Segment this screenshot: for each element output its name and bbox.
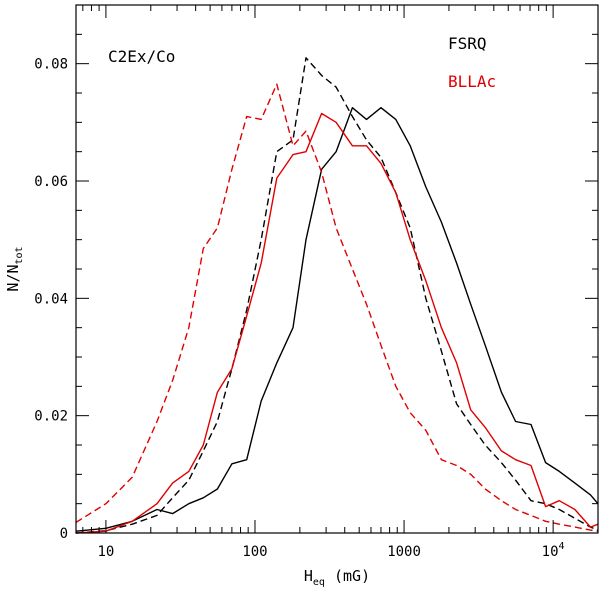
series-layer bbox=[75, 57, 599, 534]
legend-label-fsrq: FSRQ bbox=[448, 34, 487, 53]
series-line-bllac-solid bbox=[75, 112, 599, 534]
x-tick-label: 104 bbox=[542, 541, 565, 560]
series-line-fsrq-solid bbox=[75, 106, 599, 532]
y-tick-label: 0.02 bbox=[34, 409, 68, 425]
tick-layer: 10 100 1000 104 0 0.02 0.04 0.06 0.08 bbox=[34, 5, 598, 560]
plot-frame bbox=[75, 4, 599, 534]
x-tick-label: 100 bbox=[242, 544, 267, 560]
y-tick-label: 0.04 bbox=[34, 291, 68, 307]
y-tick-label: 0.08 bbox=[34, 57, 68, 73]
legend-label-bllac: BLLAc bbox=[448, 72, 496, 91]
x-tick-label: 10 bbox=[97, 544, 114, 560]
y-tick-label: 0.06 bbox=[34, 174, 68, 190]
x-axis-title: Heq (mG) bbox=[304, 567, 370, 588]
y-tick-label: 0 bbox=[60, 526, 68, 542]
annotation-label: C2Ex/Co bbox=[108, 47, 175, 66]
series-line-bllac-dashed bbox=[75, 83, 599, 532]
y-axis-title: N/Ntot bbox=[4, 246, 25, 291]
series-line-fsrq-dashed bbox=[75, 57, 599, 534]
x-tick-label: 1000 bbox=[387, 544, 421, 560]
